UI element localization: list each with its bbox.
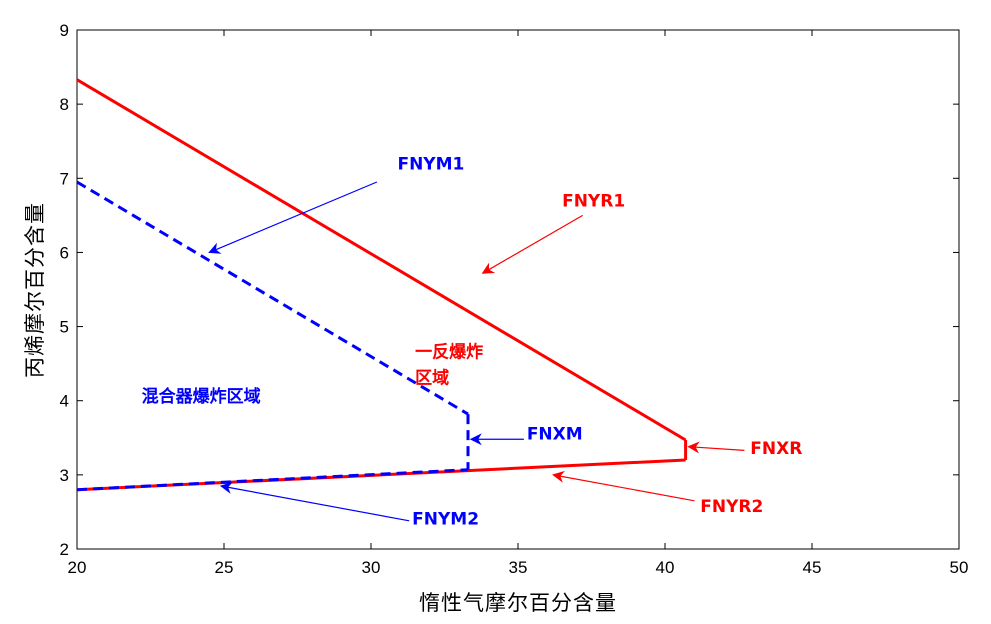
series-fnyr1 bbox=[76, 78, 687, 442]
plot-area bbox=[76, 29, 960, 550]
series-group bbox=[76, 78, 688, 492]
y-tick-label: 6 bbox=[60, 243, 69, 262]
x-tick-label: 50 bbox=[950, 558, 969, 577]
annotation-label: FNYR1 bbox=[562, 191, 625, 211]
x-tick-label: 40 bbox=[656, 558, 675, 577]
annotation-arrow bbox=[481, 214, 583, 274]
y-tick-label: 3 bbox=[60, 466, 69, 485]
annotation-arrow bbox=[219, 482, 410, 522]
annotation-label: 一反爆炸 bbox=[415, 342, 483, 363]
annotation-arrow bbox=[687, 441, 745, 454]
x-tick-label: 25 bbox=[215, 558, 234, 577]
annotation-arrow bbox=[552, 470, 695, 502]
y-tick-label: 2 bbox=[60, 540, 69, 559]
x-axis-title: 惰性气摩尔百分含量 bbox=[419, 591, 617, 615]
x-tick-label: 30 bbox=[362, 558, 381, 577]
series-fnym1 bbox=[76, 180, 469, 416]
series-fnym2 bbox=[76, 468, 469, 492]
annotation-label: 混合器爆炸区域 bbox=[142, 386, 261, 407]
y-tick-label: 5 bbox=[60, 318, 69, 337]
y-tick-label: 8 bbox=[60, 95, 69, 114]
annotation-label: FNYM1 bbox=[397, 154, 464, 174]
x-tick-label: 45 bbox=[803, 558, 822, 577]
y-tick-label: 9 bbox=[60, 21, 69, 40]
y-tick-label: 4 bbox=[60, 392, 69, 411]
annotation-arrow bbox=[208, 181, 378, 254]
annotation-label: FNYR2 bbox=[700, 497, 763, 517]
y-tick-label: 7 bbox=[60, 169, 69, 188]
annotation-label: 区域 bbox=[415, 368, 449, 389]
x-tick-label: 35 bbox=[509, 558, 528, 577]
y-axis-title: 丙烯摩尔百分含量 bbox=[23, 202, 47, 378]
annotation-label: FNYM2 bbox=[412, 510, 479, 530]
x-tick-label: 20 bbox=[68, 558, 87, 577]
annotation-label: FNXM bbox=[527, 424, 583, 444]
annotation-label: FNXR bbox=[750, 439, 802, 459]
